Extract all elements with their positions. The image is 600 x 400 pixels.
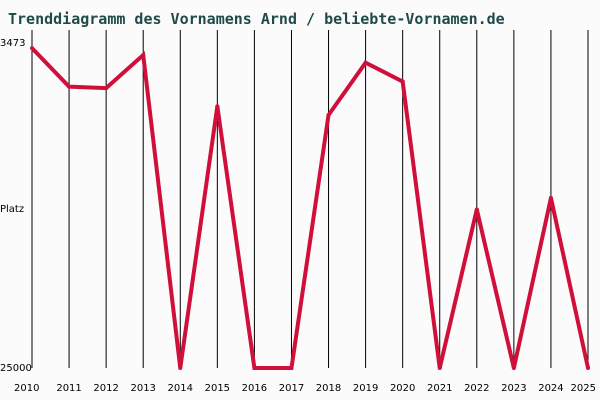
data-point-2021	[437, 366, 442, 370]
x-tick-label: 2013	[130, 383, 155, 394]
x-tick-label: 2011	[56, 383, 81, 394]
data-point-2011	[67, 84, 72, 89]
x-tick-label: 2020	[390, 383, 415, 394]
x-tick-label: 2010	[14, 383, 39, 394]
data-point-2023	[511, 366, 516, 370]
x-tick-label: 2017	[279, 383, 304, 394]
data-point-2019	[363, 60, 368, 65]
chart-title: Trenddiagramm des Vornamens Arnd / belie…	[8, 10, 505, 28]
x-tick-label: 2018	[316, 383, 341, 394]
x-tick-label: 2024	[538, 383, 563, 394]
x-tick-label: 2021	[427, 383, 452, 394]
x-tick-label: 2015	[205, 383, 230, 394]
data-point-2024	[548, 195, 553, 200]
data-point-2017	[289, 366, 294, 370]
x-tick-label: 2019	[353, 383, 378, 394]
x-tick-label: 2025	[571, 383, 596, 394]
y-tick-label-top: 3473	[0, 38, 25, 49]
x-axis: 2010 2011 2012 2013 2014 2015 2016 2017 2018 2019…	[14, 383, 596, 394]
series-line	[30, 46, 590, 370]
data-point-2025	[586, 366, 590, 370]
x-tick-label: 2022	[464, 383, 489, 394]
y-axis-label: Platz	[0, 204, 24, 215]
x-tick-label: 2014	[168, 383, 193, 394]
x-tick-label: 2012	[93, 383, 118, 394]
data-point-2020	[400, 79, 405, 84]
data-point-2012	[104, 86, 109, 91]
data-point-2013	[141, 53, 146, 57]
data-point-2022	[474, 207, 479, 212]
data-point-2018	[326, 113, 331, 118]
y-axis: 3473 Platz 25000	[0, 38, 32, 374]
x-tick-label: 2023	[501, 383, 526, 394]
data-point-2016	[252, 366, 257, 370]
data-point-2014	[178, 366, 183, 370]
series-layer	[30, 46, 590, 370]
y-tick-label-bottom: 25000	[0, 363, 32, 374]
x-tick-label: 2016	[242, 383, 267, 394]
data-point-2010	[30, 46, 34, 51]
data-point-2015	[215, 104, 220, 109]
